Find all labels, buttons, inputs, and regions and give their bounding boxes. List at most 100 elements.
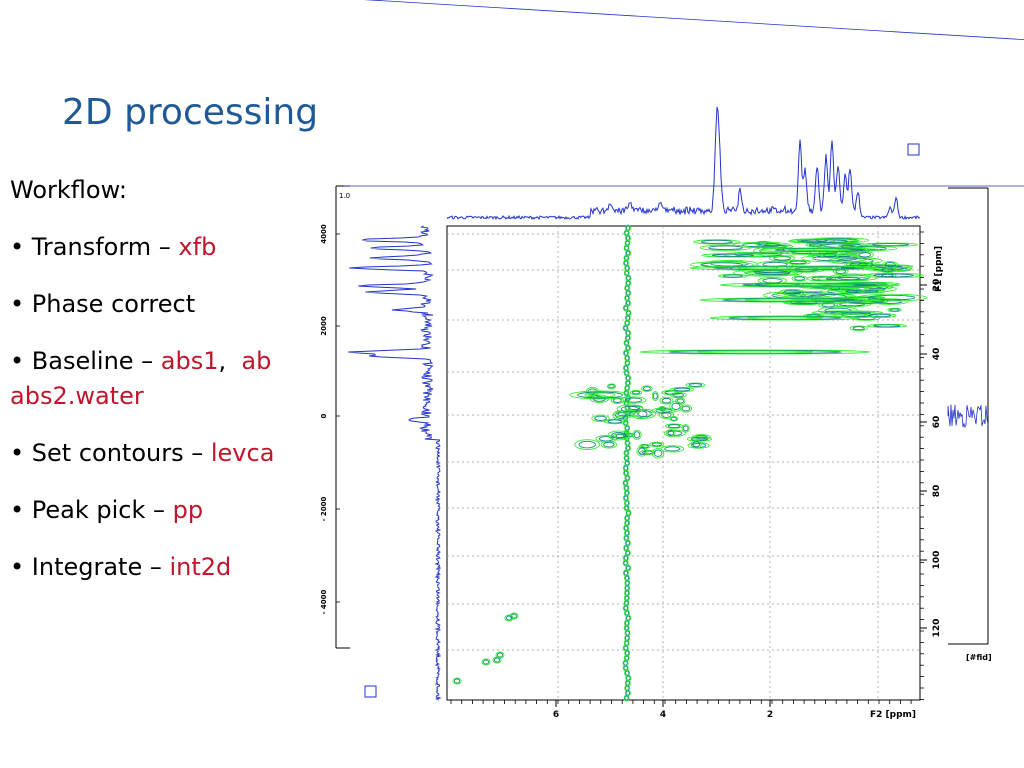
contour-peak <box>833 310 879 319</box>
contour-peak <box>873 324 901 328</box>
contour-peak <box>625 550 630 556</box>
contour-peaks <box>452 224 927 702</box>
command-int2d: int2d <box>169 553 232 581</box>
contour-peak <box>699 297 881 303</box>
contour-peak <box>863 313 897 318</box>
x-axis-label: F2 [ppm] <box>870 710 916 720</box>
command-pp: pp <box>172 496 204 524</box>
contour-peak <box>481 658 491 666</box>
contour-peak <box>840 311 872 318</box>
bullet-text: • Transform – <box>10 233 179 261</box>
contour-peak <box>697 350 813 354</box>
contour-peak <box>632 429 642 440</box>
contour-peak <box>482 659 490 665</box>
contour-peak <box>633 431 641 439</box>
contour-peak <box>827 285 843 292</box>
contour-peak <box>779 288 806 296</box>
contour-peak <box>689 261 754 269</box>
contour-peak <box>722 298 858 302</box>
bullet-text: • Integrate – <box>10 553 170 581</box>
contour-peak <box>622 304 629 312</box>
contour-peak <box>569 390 631 400</box>
contour-peak <box>452 677 462 685</box>
fid-axis: 4000 2000 0 - 2000 - 4000 <box>320 224 340 614</box>
fid-trace <box>344 0 1024 187</box>
contour-peak <box>624 505 629 511</box>
contour-peak <box>653 449 663 457</box>
contour-peak <box>856 293 927 302</box>
contour-peak <box>789 260 807 265</box>
contour-peak <box>492 656 502 664</box>
contour-peak <box>689 265 881 271</box>
y-tick-label: 20 <box>932 279 942 292</box>
contour-peak <box>713 266 857 270</box>
window-marker-square <box>364 685 377 698</box>
command-abs1: abs1 <box>160 347 219 375</box>
right-fid-label: [#fid] <box>966 653 992 662</box>
contour-peak <box>711 253 754 257</box>
contour-peak <box>603 441 615 448</box>
contour-peak <box>493 657 501 663</box>
contour-peak <box>688 383 703 387</box>
y-tick-label: 80 <box>932 485 942 498</box>
workflow-label: Workflow: <box>10 176 127 204</box>
contour-peak <box>612 410 629 421</box>
contour-peak <box>808 243 823 247</box>
contour-peak <box>620 396 647 404</box>
contour-peak <box>652 392 658 400</box>
contour-peak <box>722 274 743 278</box>
slide-title: 2D processing <box>62 92 319 133</box>
contour-peak <box>673 387 691 392</box>
contour-peak <box>789 248 851 252</box>
contour-peak <box>778 249 851 255</box>
contour-peak <box>667 430 675 436</box>
contour-peak <box>510 613 518 619</box>
contour-peak <box>863 272 924 278</box>
y-axis-label: F1 [ppm] <box>934 246 944 292</box>
contour-peak <box>737 266 833 270</box>
contour-peak <box>630 390 643 396</box>
f1-projection-trace <box>348 225 442 701</box>
contour-peak <box>661 397 672 404</box>
contour-peak <box>626 565 631 571</box>
contour-peak <box>849 325 868 331</box>
contour-peak <box>870 298 909 305</box>
bullet-baseline: • Baseline – abs1, ab <box>10 347 271 375</box>
contour-peak <box>611 431 627 439</box>
contour-peak <box>811 310 884 315</box>
contour-peak <box>664 446 681 452</box>
contour-peak <box>578 440 596 449</box>
contour-peak <box>884 262 896 268</box>
right-fid-trace <box>947 404 989 429</box>
bullet-text: • Set contours – <box>10 439 211 467</box>
contour-peak <box>607 419 623 424</box>
contour-peak <box>584 392 616 398</box>
contour-peak <box>642 450 654 455</box>
contour-peak <box>788 238 860 244</box>
contour-peak <box>681 424 690 433</box>
contour-peak <box>620 405 639 413</box>
contour-peak <box>623 325 628 331</box>
contour-peak <box>453 678 461 684</box>
contour-peak <box>747 316 823 320</box>
bullet-integrate: • Integrate – int2d <box>10 553 231 581</box>
contour-peak <box>639 349 871 355</box>
contour-peak <box>638 447 646 455</box>
y-tick-label: 100 <box>932 551 942 570</box>
window-marker-square <box>907 143 920 156</box>
fid-window <box>300 186 350 648</box>
contour-peak <box>658 410 674 420</box>
contour-peak <box>690 437 709 441</box>
contour-peak <box>783 289 801 295</box>
contour-peak <box>718 273 748 279</box>
fid-tick-label: 0 <box>320 413 328 418</box>
contour-peak <box>866 323 908 328</box>
contour-peak <box>631 390 641 395</box>
contour-peak <box>623 694 630 702</box>
contour-peak <box>667 424 681 429</box>
bullet-phase-correct: • Phase correct <box>10 290 195 318</box>
contour-peak <box>604 418 626 425</box>
contour-peak <box>574 439 601 450</box>
contour-peak <box>679 404 693 413</box>
